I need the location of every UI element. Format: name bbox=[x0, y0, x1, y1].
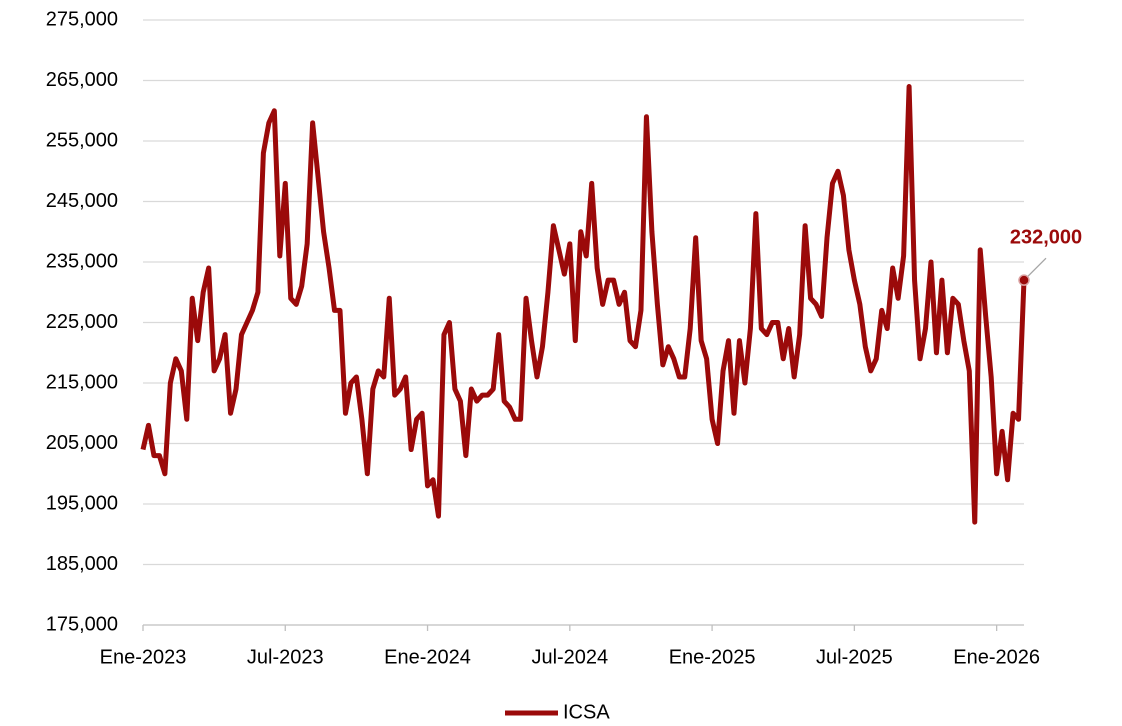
x-tick-label: Ene-2024 bbox=[384, 646, 471, 668]
data-line bbox=[140, 84, 1027, 525]
x-tick-label: Ene-2025 bbox=[669, 646, 756, 668]
y-tick-label: 275,000 bbox=[46, 8, 118, 30]
x-tick-label: Jul-2024 bbox=[531, 646, 608, 668]
y-tick-label: 205,000 bbox=[46, 432, 118, 454]
y-tick-label: 255,000 bbox=[46, 129, 118, 151]
y-tick-label: 215,000 bbox=[46, 371, 118, 393]
x-tick-label: Ene-2026 bbox=[953, 646, 1040, 668]
y-tick-label: 235,000 bbox=[46, 250, 118, 272]
y-tick-label: 185,000 bbox=[46, 553, 118, 575]
x-tick-label: Jul-2025 bbox=[816, 646, 893, 668]
legend-label: ICSA bbox=[563, 701, 610, 723]
x-tick-label: Ene-2023 bbox=[100, 646, 187, 668]
y-tick-label: 245,000 bbox=[46, 190, 118, 212]
x-tick-label: Jul-2023 bbox=[247, 646, 324, 668]
y-tick-label: 265,000 bbox=[46, 69, 118, 91]
y-tick-label: 175,000 bbox=[46, 613, 118, 635]
point-marker bbox=[1018, 274, 1030, 286]
data-label: 232,000 bbox=[1010, 226, 1082, 248]
leader-line bbox=[1027, 257, 1047, 277]
y-tick-label: 225,000 bbox=[46, 311, 118, 333]
y-tick-label: 195,000 bbox=[46, 492, 118, 514]
